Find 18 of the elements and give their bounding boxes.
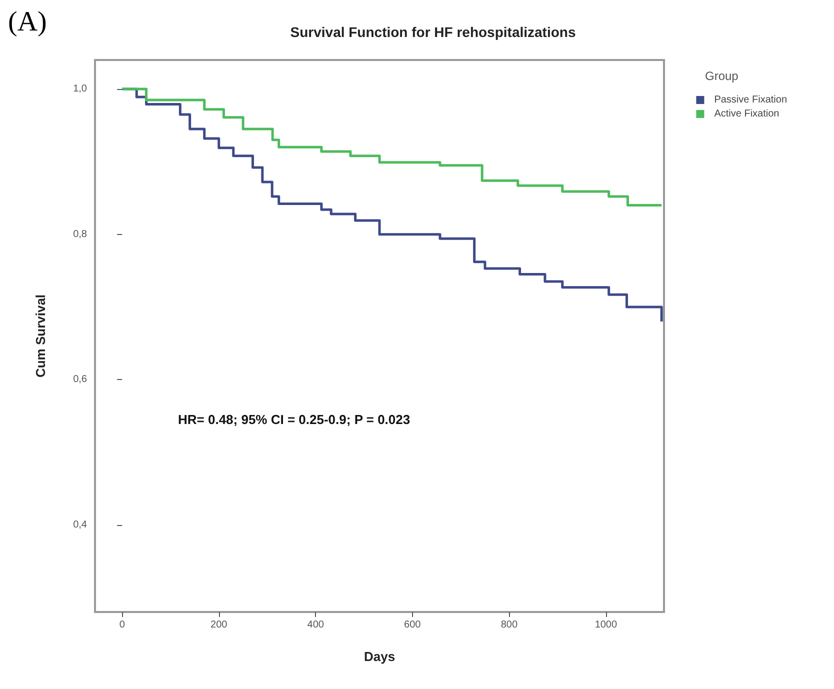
x-axis-title: Days [364,649,396,664]
y-tick-label: 0,6 [73,374,88,386]
y-tick-label: 0,8 [73,228,88,240]
legend-label: Passive Fixation [714,94,788,106]
text: (A) [8,6,47,38]
x-tick-label: 800 [500,620,518,630]
annotation: HR= 0.48; 95% CI = 0.25-0.9; P = 0.023 [178,412,410,427]
chart-title: Survival Function for HF rehospitalizations [290,24,576,40]
x-tick-label: 400 [307,620,324,630]
x-tick-label: 0 [119,620,126,630]
legend-title: Group [705,69,739,83]
y-tick-label: 0,4 [73,519,88,530]
y-axis-title: Cum Survival [33,294,48,378]
x-tick-label: 600 [404,620,422,630]
x-tick-label: 1000 [594,620,618,630]
legend-label: Active Fixation [714,108,780,120]
y-tick-label: 1,0 [73,84,88,95]
x-tick-label: 200 [210,620,228,630]
